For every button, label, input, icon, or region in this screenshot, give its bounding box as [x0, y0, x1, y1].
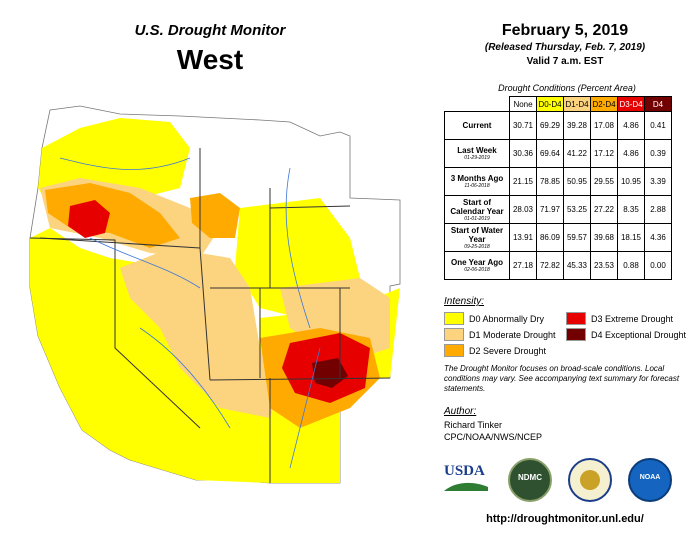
table-cell: 18.15	[617, 223, 645, 252]
disclaimer-note: The Drought Monitor focuses on broad-sca…	[444, 364, 680, 393]
table-row: Start of Water Year 09-25-2018 13.91 86.0…	[444, 223, 672, 252]
table-cell: 71.97	[536, 195, 564, 224]
release-date: (Released Thursday, Feb. 7, 2019)	[484, 42, 646, 53]
row-label: Current	[444, 111, 510, 140]
d4-area-fourcorners	[312, 358, 348, 388]
legend-swatch	[444, 312, 464, 325]
drought-monitor-link[interactable]: http://droughtmonitor.unl.edu/	[486, 513, 644, 525]
region-title: West	[176, 44, 244, 75]
legend-title: Intensity:	[444, 296, 485, 307]
table-cell: 4.36	[644, 223, 672, 252]
table-cell: 27.18	[509, 251, 537, 280]
conditions-title: Drought Conditions (Percent Area)	[498, 83, 636, 93]
legend-item-d1: D1 Moderate Drought	[444, 328, 556, 341]
table-cell: 30.71	[509, 111, 537, 140]
table-row: Start of Calendar Year 01-01-2019 28.03 7…	[444, 195, 672, 224]
table-cell: 30.36	[509, 139, 537, 168]
table-row: One Year Ago 02-06-2018 27.18 72.82 45.33…	[444, 251, 672, 280]
table-row: Current 30.71 69.29 39.28 17.08 4.86 0.4…	[444, 111, 672, 140]
state-boundaries	[29, 148, 391, 483]
table-row: Last Week 01-29-2019 30.36 69.64 41.22 17…	[444, 139, 672, 168]
col-d2-d4: D2-D4	[590, 96, 618, 112]
col-d4: D4	[644, 96, 672, 112]
author-name: Richard Tinker	[444, 420, 503, 430]
legend-item-d2: D2 Severe Drought	[444, 344, 546, 357]
d0-area-westcoast	[30, 228, 270, 483]
table-cell: 69.29	[536, 111, 564, 140]
table-cell: 28.03	[509, 195, 537, 224]
table-cell: 23.53	[590, 251, 618, 280]
noaa-logo: NOAA	[628, 458, 672, 502]
table-cell: 0.41	[644, 111, 672, 140]
table-cell: 27.22	[590, 195, 618, 224]
table-cell: 3.39	[644, 167, 672, 196]
table-cell: 39.68	[590, 223, 618, 252]
col-d3-d4: D3-D4	[617, 96, 645, 112]
table-cell: 17.08	[590, 111, 618, 140]
table-cell: 8.35	[617, 195, 645, 224]
commerce-seal-icon	[568, 458, 612, 502]
table-cell: 59.57	[563, 223, 591, 252]
table-cell: 0.39	[644, 139, 672, 168]
d2-area-idaho	[190, 193, 240, 238]
legend-swatch	[444, 328, 464, 341]
row-label: Start of Calendar Year 01-01-2019	[444, 195, 510, 224]
legend-swatch	[444, 344, 464, 357]
table-cell: 50.95	[563, 167, 591, 196]
col-d1-d4: D1-D4	[563, 96, 591, 112]
table-header-row: None D0-D4 D1-D4 D2-D4 D3-D4 D4	[445, 96, 672, 112]
table-cell: 2.88	[644, 195, 672, 224]
table-cell: 4.86	[617, 139, 645, 168]
table-cell: 17.12	[590, 139, 618, 168]
table-cell: 78.85	[536, 167, 564, 196]
d2-area-oregon	[45, 183, 180, 248]
table-cell: 69.64	[536, 139, 564, 168]
d1-area-greatbasin	[120, 248, 280, 418]
col-none: None	[509, 96, 537, 112]
ndmc-logo: NDMC	[508, 458, 552, 502]
table-cell: 21.15	[509, 167, 537, 196]
table-cell: 45.33	[563, 251, 591, 280]
table-cell: 41.22	[563, 139, 591, 168]
row-label: Last Week 01-29-2019	[444, 139, 510, 168]
table-cell: 72.82	[536, 251, 564, 280]
table-cell: 86.09	[536, 223, 564, 252]
usda-swoosh-icon	[444, 482, 488, 491]
legend-swatch	[566, 328, 586, 341]
table-cell: 0.88	[617, 251, 645, 280]
table-cell: 10.95	[617, 167, 645, 196]
legend-item-d4: D4 Exceptional Drought	[566, 328, 686, 341]
valid-time: Valid 7 a.m. EST	[526, 56, 604, 67]
author-heading: Author:	[444, 406, 477, 417]
legend-item-d3: D3 Extreme Drought	[566, 312, 673, 325]
table-cell: 4.86	[617, 111, 645, 140]
author-org: CPC/NOAA/NWS/NCEP	[444, 432, 543, 442]
d3-area-oregon	[68, 200, 110, 238]
table-cell: 39.28	[563, 111, 591, 140]
table-cell: 13.91	[509, 223, 537, 252]
row-label: 3 Months Ago 11-06-2018	[444, 167, 510, 196]
col-d0-d4: D0-D4	[536, 96, 564, 112]
table-cell: 53.25	[563, 195, 591, 224]
table-row: 3 Months Ago 11-06-2018 21.15 78.85 50.95…	[444, 167, 672, 196]
conditions-table: None D0-D4 D1-D4 D2-D4 D3-D4 D4 Current …	[444, 96, 672, 280]
rivers	[59, 157, 321, 469]
legend-item-d0: D0 Abnormally Dry	[444, 312, 544, 325]
table-cell: 0.00	[644, 251, 672, 280]
drought-map	[29, 105, 401, 484]
corner-cell	[445, 97, 510, 112]
usda-logo: USDA	[444, 462, 488, 496]
map-date: February 5, 2019	[501, 22, 629, 39]
row-label: Start of Water Year 09-25-2018	[444, 223, 510, 252]
legend-swatch	[566, 312, 586, 325]
row-label: One Year Ago 02-06-2018	[444, 251, 510, 280]
map-title: U.S. Drought Monitor	[134, 22, 286, 39]
table-cell: 29.55	[590, 167, 618, 196]
